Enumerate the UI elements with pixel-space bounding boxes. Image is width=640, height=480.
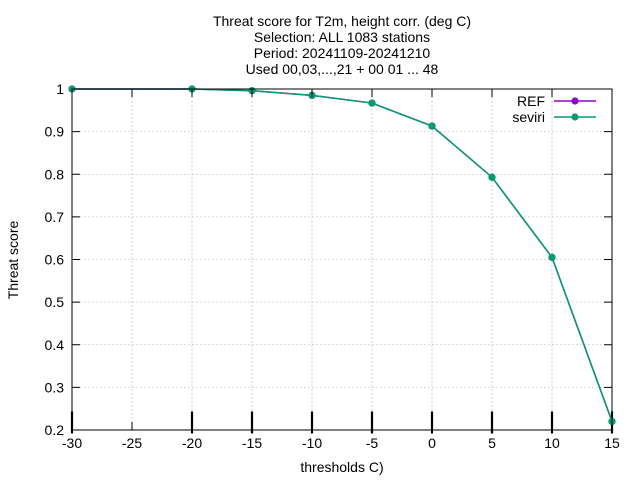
x-tick-label: -30 — [62, 435, 82, 451]
y-tick-label: 0.3 — [45, 379, 65, 395]
series-line-REF — [72, 88, 613, 422]
y-tick-label: 0.2 — [45, 422, 65, 438]
y-tick-label: 0.9 — [45, 124, 65, 140]
x-tick-label: 10 — [544, 435, 560, 451]
x-tick-label: 15 — [604, 435, 620, 451]
legend-label-REF: REF — [517, 93, 545, 109]
y-tick-label: 0.4 — [45, 337, 65, 353]
x-axis-ticks: -30 -25 -20 -15 -10 -5 0 5 10 15 — [62, 89, 620, 451]
x-tick-label: -20 — [182, 435, 202, 451]
x-tick-label: 0 — [428, 435, 436, 451]
chart-title-line: Threat score for T2m, height corr. (deg … — [213, 13, 471, 29]
data-point-seviri — [368, 99, 376, 107]
chart-subtitle-selection: Selection: ALL 1083 stations — [254, 29, 430, 45]
y-tick-label: 0.7 — [45, 209, 65, 225]
y-tick-label: 0.6 — [45, 252, 65, 268]
y-tick-label: 0.5 — [45, 294, 65, 310]
y-axis-ticks: 0.2 0.3 0.4 0.5 0.6 0.7 0.8 0.9 1 — [45, 81, 612, 438]
x-tick-label: -15 — [242, 435, 262, 451]
chart-title: Threat score for T2m, height corr. (deg … — [213, 13, 471, 77]
x-axis-label: thresholds C) — [300, 459, 383, 475]
x-tick-label: 5 — [488, 435, 496, 451]
x-tick-label: -25 — [122, 435, 142, 451]
grid-lines — [71, 88, 613, 431]
chart-subtitle-period: Period: 20241109-20241210 — [254, 45, 431, 61]
legend-marker-seviri — [571, 113, 579, 121]
x-tick-label: -5 — [366, 435, 379, 451]
data-point-seviri — [428, 122, 436, 130]
y-tick-label: 1 — [56, 81, 64, 97]
legend-label-seviri: seviri — [512, 109, 545, 125]
chart-subtitle-used: Used 00,03,...,21 + 00 01 ... 48 — [246, 61, 439, 77]
data-point-seviri — [488, 173, 496, 181]
data-point-seviri — [548, 253, 556, 261]
series-lines — [68, 85, 616, 426]
y-tick-label: 0.8 — [45, 166, 65, 182]
x-tick-label: -10 — [302, 435, 322, 451]
legend-marker-REF — [571, 97, 579, 105]
series-line-seviri — [72, 88, 613, 422]
y-axis-label: Threat score — [5, 220, 21, 299]
